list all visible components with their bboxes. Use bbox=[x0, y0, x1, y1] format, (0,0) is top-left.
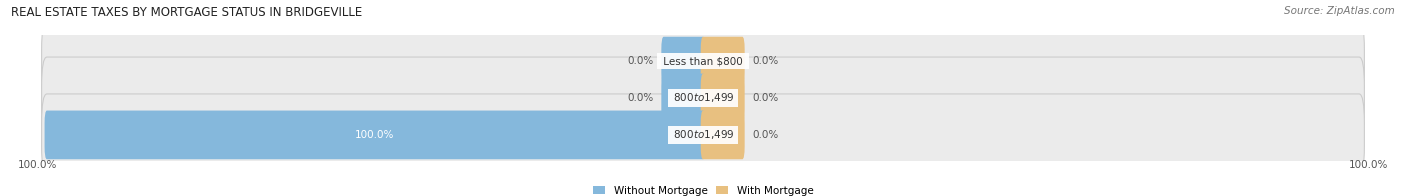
FancyBboxPatch shape bbox=[661, 74, 706, 122]
FancyBboxPatch shape bbox=[42, 57, 1364, 139]
Text: 100.0%: 100.0% bbox=[356, 130, 395, 140]
FancyBboxPatch shape bbox=[700, 111, 745, 159]
FancyBboxPatch shape bbox=[42, 94, 1364, 176]
Text: 0.0%: 0.0% bbox=[627, 93, 654, 103]
Text: 0.0%: 0.0% bbox=[627, 56, 654, 66]
Text: $800 to $1,499: $800 to $1,499 bbox=[671, 128, 735, 141]
Text: 0.0%: 0.0% bbox=[752, 93, 779, 103]
Text: REAL ESTATE TAXES BY MORTGAGE STATUS IN BRIDGEVILLE: REAL ESTATE TAXES BY MORTGAGE STATUS IN … bbox=[11, 6, 363, 19]
Text: 0.0%: 0.0% bbox=[752, 56, 779, 66]
Legend: Without Mortgage, With Mortgage: Without Mortgage, With Mortgage bbox=[593, 186, 813, 196]
Text: 0.0%: 0.0% bbox=[752, 130, 779, 140]
FancyBboxPatch shape bbox=[700, 74, 745, 122]
Text: Less than $800: Less than $800 bbox=[659, 56, 747, 66]
FancyBboxPatch shape bbox=[700, 37, 745, 85]
Text: $800 to $1,499: $800 to $1,499 bbox=[671, 92, 735, 104]
FancyBboxPatch shape bbox=[42, 20, 1364, 102]
Text: Source: ZipAtlas.com: Source: ZipAtlas.com bbox=[1284, 6, 1395, 16]
Text: 100.0%: 100.0% bbox=[1350, 160, 1389, 170]
FancyBboxPatch shape bbox=[661, 37, 706, 85]
Text: 100.0%: 100.0% bbox=[17, 160, 56, 170]
FancyBboxPatch shape bbox=[45, 111, 706, 159]
